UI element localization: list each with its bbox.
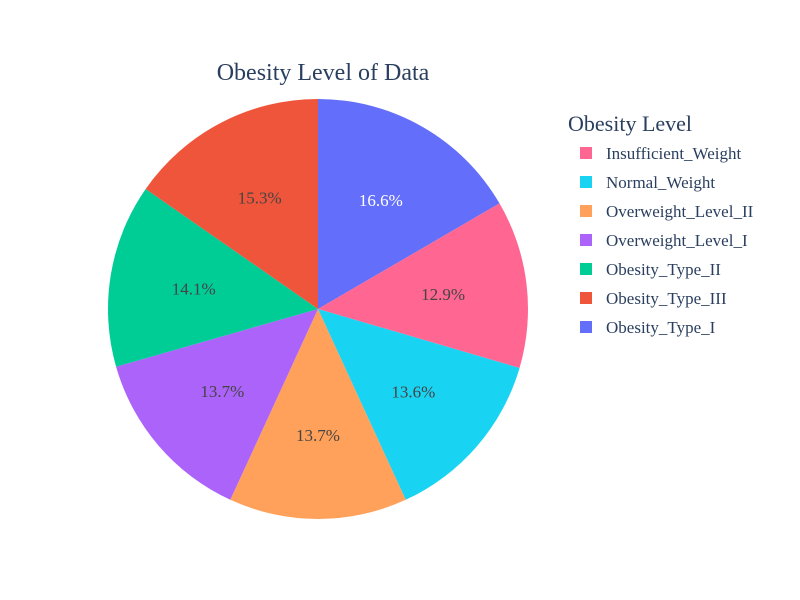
legend-label: Obesity_Type_III (606, 289, 727, 308)
legend-label: Overweight_Level_I (606, 231, 748, 250)
legend: Obesity Level Insufficient_Weight Normal_… (568, 111, 754, 337)
pie-slice-label: 13.7% (200, 382, 244, 401)
pie-slice-obesity-type-ii[interactable] (108, 188, 318, 367)
legend-item[interactable]: Obesity_Type_I (580, 318, 716, 337)
pie-slice-label: 14.1% (172, 279, 216, 298)
legend-label: Obesity_Type_I (606, 318, 716, 337)
pie-slices (108, 99, 528, 519)
legend-item[interactable]: Obesity_Type_II (580, 260, 721, 279)
pie-slice-labels: 16.6% 12.9% 13.6% 13.7% 13.7% 14.1% 15.3% (172, 188, 465, 445)
legend-swatch (580, 321, 592, 333)
pie-slice-normal-weight[interactable] (318, 309, 520, 500)
pie-slice-obesity-type-iii[interactable] (145, 99, 318, 309)
legend-swatch (580, 176, 592, 188)
pie-slice-insufficient-weight[interactable] (318, 203, 528, 368)
legend-swatch (580, 263, 592, 275)
pie-slice-overweight-level-i[interactable] (116, 309, 318, 500)
pie-slice-obesity-type-i[interactable] (318, 99, 500, 309)
pie-slice-label: 15.3% (238, 188, 282, 207)
legend-item[interactable]: Overweight_Level_I (580, 231, 748, 250)
pie-slice-label: 12.9% (421, 285, 465, 304)
legend-item[interactable]: Overweight_Level_II (580, 202, 754, 221)
legend-items: Insufficient_Weight Normal_Weight Overweig… (580, 144, 754, 337)
legend-item[interactable]: Obesity_Type_III (580, 289, 727, 308)
legend-swatch (580, 234, 592, 246)
legend-swatch (580, 147, 592, 159)
chart-title: Obesity Level of Data (217, 60, 430, 86)
pie-slice-label: 16.6% (359, 191, 403, 210)
pie-slice-overweight-level-ii[interactable] (230, 309, 406, 519)
legend-title: Obesity Level (568, 111, 692, 136)
legend-label: Overweight_Level_II (606, 202, 754, 221)
pie-slice-label: 13.7% (296, 426, 340, 445)
legend-item[interactable]: Insufficient_Weight (580, 144, 742, 163)
legend-swatch (580, 205, 592, 217)
legend-label: Normal_Weight (606, 173, 715, 192)
pie-slice-label: 13.6% (391, 382, 435, 401)
legend-swatch (580, 292, 592, 304)
legend-item[interactable]: Normal_Weight (580, 173, 715, 192)
legend-label: Obesity_Type_II (606, 260, 721, 279)
legend-label: Insufficient_Weight (606, 144, 742, 163)
